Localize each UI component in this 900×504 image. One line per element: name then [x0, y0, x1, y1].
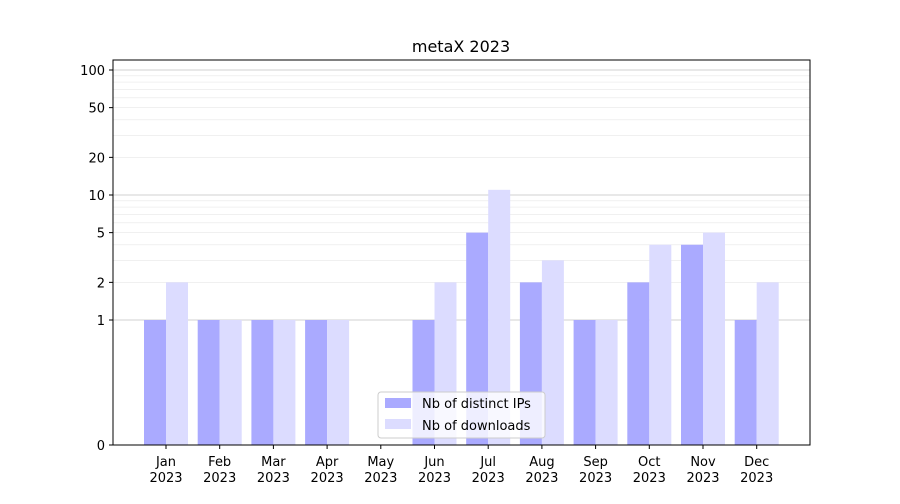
y-tick-label: 100 [80, 64, 105, 79]
legend-label-downloads: Nb of downloads [422, 419, 531, 434]
y-tick-label: 10 [88, 189, 105, 204]
y-axis: 0 1 2 5 10 20 50 100 [80, 64, 113, 454]
bar-downloads [166, 282, 188, 445]
bar-downloads [595, 320, 618, 445]
y-tick-label: 20 [88, 151, 105, 166]
legend-swatch-ips [385, 398, 411, 408]
legend: Nb of distinct IPs Nb of downloads [377, 391, 546, 439]
plot-frame [112, 59, 811, 446]
y-tick-label: 0 [97, 439, 105, 454]
legend-label-ips: Nb of distinct IPs [422, 397, 531, 412]
bar-distinct-ips [681, 244, 703, 445]
bar-downloads [649, 244, 672, 445]
bar-distinct-ips [144, 320, 166, 445]
x-tick-label: Sep 2023 [579, 455, 612, 486]
legend-frame [377, 391, 546, 439]
x-tick-label: Jan 2023 [149, 455, 182, 486]
bar-downloads [541, 260, 564, 445]
x-tick-label: Nov 2023 [686, 455, 719, 486]
x-tick-label: Oct 2023 [633, 455, 666, 486]
bar-distinct-ips [627, 282, 650, 445]
bar-downloads [703, 232, 725, 445]
legend-swatch-downloads [385, 419, 411, 429]
bar-downloads [273, 320, 296, 445]
x-tick-label: May 2023 [364, 455, 397, 486]
bar-downloads [327, 320, 350, 445]
x-tick-label: Aug 2023 [525, 455, 558, 486]
bar-distinct-ips [251, 320, 274, 445]
y-tick-label: 5 [97, 227, 105, 242]
x-axis: Jan 2023 Feb 2023 Mar 2023 Apr 2023 May 2023 Jun 20… [149, 445, 773, 486]
y-tick-label: 1 [97, 314, 105, 329]
grid-layer [113, 69, 810, 321]
bar-downloads [756, 282, 779, 445]
bar-downloads [488, 189, 511, 445]
x-tick-label: Jun 2023 [418, 455, 451, 486]
bar-distinct-ips [734, 320, 757, 445]
x-tick-label: Jul 2023 [472, 455, 505, 486]
bar-distinct-ips [573, 320, 596, 445]
chart-title: metaX 2023 [412, 37, 510, 56]
bar-downloads [219, 320, 242, 445]
bar-distinct-ips [197, 320, 220, 445]
y-tick-label: 50 [88, 102, 105, 117]
x-tick-label: Apr 2023 [311, 455, 344, 486]
x-tick-label: Dec 2023 [740, 455, 773, 486]
bar-distinct-ips [305, 320, 328, 445]
x-tick-label: Mar 2023 [257, 455, 290, 486]
y-tick-label: 2 [97, 276, 105, 291]
x-tick-label: Feb 2023 [203, 455, 236, 486]
